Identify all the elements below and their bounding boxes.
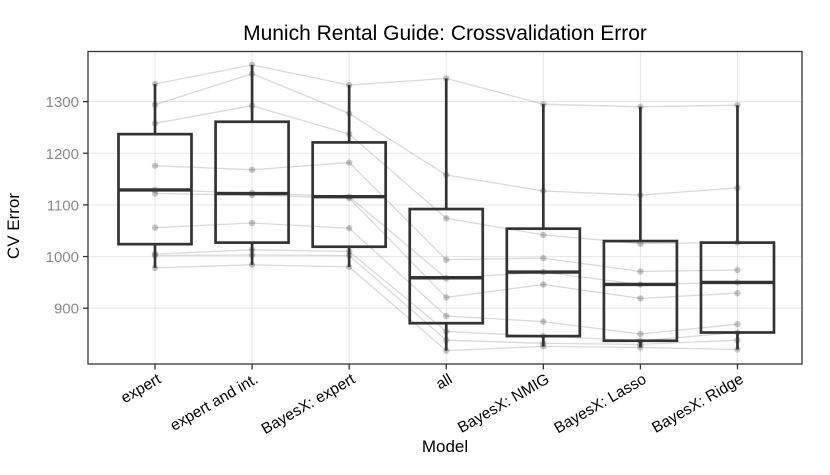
box (602, 239, 679, 343)
box (214, 120, 290, 244)
fold-point (540, 318, 547, 325)
fold-point (734, 321, 741, 328)
fold-point (248, 219, 256, 227)
fold-point (637, 268, 644, 275)
chart-title: Munich Rental Guide: Crossvalidation Err… (243, 22, 647, 45)
fold-point (345, 225, 353, 232)
x-axis-title: Model (421, 437, 469, 456)
y-tick-label: 900 (54, 301, 79, 318)
fold-point (540, 281, 547, 288)
fold-point (540, 231, 547, 239)
fold-point (734, 290, 741, 297)
box (408, 207, 485, 325)
y-tick-label: 1300 (46, 94, 79, 111)
fold-point (637, 344, 644, 351)
fold-point (637, 295, 644, 302)
x-tick-label: BayesX: expert (259, 370, 359, 438)
fold-point (151, 224, 159, 231)
fold-point (443, 294, 450, 301)
panel-border (87, 50, 803, 365)
fold-line (154, 222, 738, 335)
fold-point (443, 215, 450, 222)
x-tick-label: all (433, 371, 455, 393)
y-tick-label: 1000 (46, 249, 79, 266)
fold-point (151, 162, 159, 169)
fold-point (345, 263, 353, 271)
y-tick-label: 1100 (47, 197, 79, 214)
box (699, 241, 776, 334)
fold-point (540, 254, 547, 262)
box (311, 141, 388, 249)
fold-point (443, 347, 450, 354)
y-tick-label: 1200 (46, 146, 79, 163)
box (505, 227, 582, 338)
x-tick-label: expert and int. (168, 371, 262, 435)
fold-point (734, 102, 741, 109)
x-tick-label: BayesX: Ridge (649, 371, 746, 437)
fold-point (637, 330, 644, 338)
fold-point (345, 159, 353, 166)
x-tick-label: expert (118, 370, 164, 407)
x-tick-label: BayesX: Lasso (551, 371, 649, 437)
fold-point (248, 166, 256, 173)
fold-point (443, 312, 450, 320)
fold-point (248, 61, 256, 69)
fold-point (151, 190, 159, 197)
fold-point (443, 256, 450, 263)
fold-point (734, 266, 741, 274)
fold-line (154, 161, 738, 273)
fold-point (151, 80, 159, 88)
x-tick-label: BayesX: NMIG (455, 371, 552, 437)
